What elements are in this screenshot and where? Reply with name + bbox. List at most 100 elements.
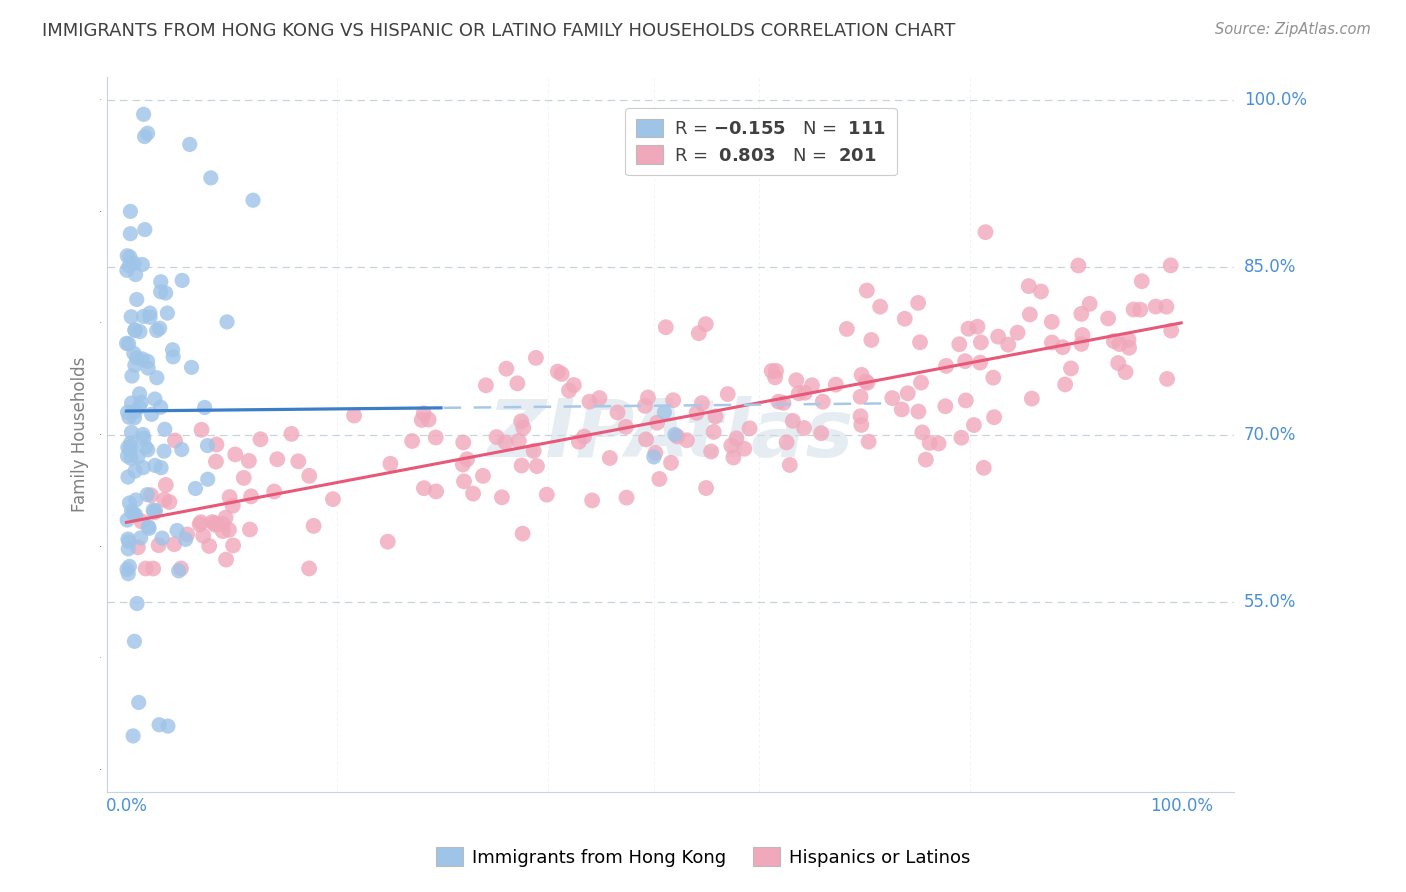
- Point: [176, 527, 198, 541]
- Point: [723, 450, 745, 465]
- Point: [1067, 259, 1090, 273]
- Point: [132, 431, 155, 445]
- Point: [155, 478, 177, 492]
- Point: [322, 492, 344, 507]
- Point: [411, 413, 433, 427]
- Point: [987, 329, 1010, 343]
- Point: [122, 729, 145, 743]
- Point: [512, 526, 534, 541]
- Text: 100.0%: 100.0%: [1244, 91, 1306, 109]
- Point: [115, 562, 138, 576]
- Point: [118, 442, 141, 457]
- Point: [139, 306, 162, 320]
- Point: [418, 412, 440, 426]
- Point: [572, 429, 595, 443]
- Point: [1122, 302, 1144, 317]
- Point: [136, 126, 159, 140]
- Point: [121, 425, 143, 440]
- Point: [205, 455, 228, 469]
- Point: [120, 310, 142, 324]
- Point: [377, 534, 399, 549]
- Point: [614, 420, 637, 434]
- Point: [856, 376, 879, 390]
- Point: [148, 717, 170, 731]
- Point: [495, 361, 517, 376]
- Point: [128, 401, 150, 415]
- Point: [768, 394, 790, 409]
- Point: [425, 484, 447, 499]
- Point: [1054, 377, 1077, 392]
- Point: [1078, 297, 1101, 311]
- Point: [218, 490, 240, 504]
- Point: [1029, 285, 1052, 299]
- Point: [380, 457, 402, 471]
- Point: [135, 440, 157, 454]
- Point: [1108, 337, 1130, 351]
- Point: [142, 561, 165, 575]
- Point: [451, 458, 474, 472]
- Point: [910, 376, 932, 390]
- Point: [856, 284, 879, 298]
- Point: [717, 387, 740, 401]
- Point: [1115, 365, 1137, 379]
- Point: [510, 414, 533, 428]
- Point: [644, 446, 666, 460]
- Point: [918, 436, 941, 450]
- Point: [141, 408, 163, 422]
- Point: [127, 541, 149, 555]
- Point: [117, 541, 139, 556]
- Point: [793, 421, 815, 435]
- Point: [782, 414, 804, 428]
- Point: [508, 434, 530, 448]
- Point: [451, 435, 474, 450]
- Point: [1070, 337, 1092, 351]
- Point: [935, 359, 957, 373]
- Point: [118, 496, 141, 510]
- Point: [851, 368, 873, 382]
- Point: [125, 493, 148, 508]
- Point: [156, 306, 179, 320]
- Point: [118, 534, 141, 549]
- Point: [232, 471, 254, 485]
- Point: [506, 376, 529, 391]
- Point: [1052, 340, 1074, 354]
- Point: [139, 488, 162, 502]
- Point: [139, 310, 162, 325]
- Point: [149, 285, 172, 299]
- Point: [263, 484, 285, 499]
- Point: [150, 460, 173, 475]
- Point: [136, 354, 159, 368]
- Point: [157, 495, 180, 509]
- Point: [197, 472, 219, 486]
- Point: [695, 481, 717, 495]
- Point: [637, 391, 659, 405]
- Point: [121, 396, 143, 410]
- Point: [121, 504, 143, 518]
- Point: [204, 517, 226, 532]
- Point: [763, 370, 786, 384]
- Point: [117, 249, 139, 263]
- Point: [143, 505, 166, 519]
- Point: [124, 358, 146, 372]
- Point: [495, 435, 517, 450]
- Point: [194, 401, 217, 415]
- Point: [811, 394, 834, 409]
- Point: [953, 354, 976, 368]
- Point: [765, 364, 787, 378]
- Point: [851, 417, 873, 432]
- Point: [648, 472, 671, 486]
- Point: [204, 516, 226, 530]
- Point: [568, 434, 591, 449]
- Point: [190, 423, 212, 437]
- Point: [510, 458, 533, 473]
- Point: [835, 322, 858, 336]
- Point: [172, 273, 194, 287]
- Point: [120, 451, 142, 466]
- Point: [115, 263, 138, 277]
- Point: [645, 416, 668, 430]
- Point: [526, 459, 548, 474]
- Point: [149, 321, 172, 335]
- Point: [869, 300, 891, 314]
- Point: [124, 323, 146, 337]
- Point: [1118, 333, 1140, 347]
